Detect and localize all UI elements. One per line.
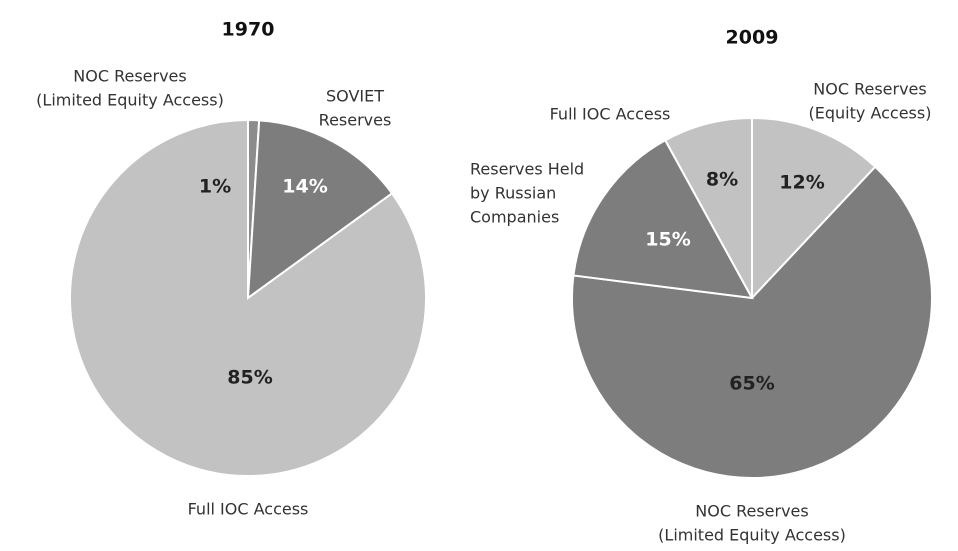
pie-slice [751, 116, 877, 301]
slice-label: Reserves Held [470, 160, 584, 179]
pie-slice [663, 116, 753, 299]
slice-label: Full IOC Access [550, 105, 671, 124]
slice-label: SOVIET [326, 87, 384, 106]
chart-title: 1970 [222, 19, 275, 41]
slice-label: Companies [470, 208, 559, 227]
pie-slice [572, 138, 754, 300]
value-label: 15% [645, 229, 690, 251]
slice-label: Full IOC Access [188, 500, 309, 519]
value-label: 65% [729, 373, 774, 395]
value-label: 85% [227, 367, 272, 389]
value-label: 1% [199, 176, 231, 198]
value-label: 12% [779, 172, 824, 194]
slice-label: Reserves [319, 111, 392, 130]
slice-label: (Limited Equity Access) [36, 91, 224, 110]
slice-label: (Equity Access) [809, 104, 932, 123]
pie-slice [246, 119, 394, 301]
slice-label: (Limited Equity Access) [658, 526, 846, 545]
value-label: 14% [282, 176, 327, 198]
slice-label: NOC Reserves [73, 67, 186, 86]
value-label: 8% [706, 169, 738, 191]
chart-title: 2009 [726, 27, 779, 49]
slice-label: NOC Reserves [813, 80, 926, 99]
slice-label: NOC Reserves [695, 502, 808, 521]
slice-label: by Russian [470, 184, 556, 203]
pie-slice [69, 118, 427, 477]
pie-slice [571, 165, 933, 479]
